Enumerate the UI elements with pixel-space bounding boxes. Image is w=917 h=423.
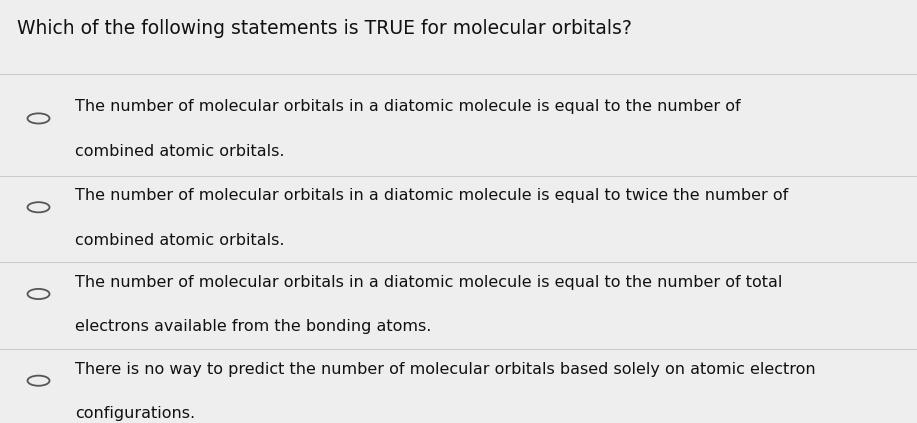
Text: The number of molecular orbitals in a diatomic molecule is equal to the number o: The number of molecular orbitals in a di… xyxy=(75,275,782,290)
Text: combined atomic orbitals.: combined atomic orbitals. xyxy=(75,233,284,247)
Text: Which of the following statements is TRUE for molecular orbitals?: Which of the following statements is TRU… xyxy=(17,19,632,38)
Text: There is no way to predict the number of molecular orbitals based solely on atom: There is no way to predict the number of… xyxy=(75,362,816,376)
Text: The number of molecular orbitals in a diatomic molecule is equal to the number o: The number of molecular orbitals in a di… xyxy=(75,99,741,114)
Text: electrons available from the bonding atoms.: electrons available from the bonding ato… xyxy=(75,319,432,334)
Text: combined atomic orbitals.: combined atomic orbitals. xyxy=(75,144,284,159)
Text: configurations.: configurations. xyxy=(75,406,195,421)
Text: The number of molecular orbitals in a diatomic molecule is equal to twice the nu: The number of molecular orbitals in a di… xyxy=(75,188,789,203)
